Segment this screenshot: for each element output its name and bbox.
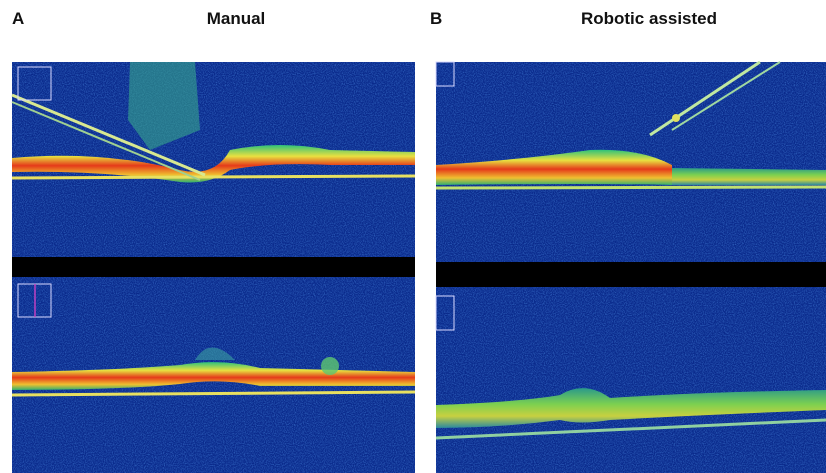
oct-scan bbox=[436, 62, 826, 262]
panel-title: Robotic assisted bbox=[581, 9, 717, 28]
separator bbox=[436, 262, 826, 287]
oct-scan bbox=[436, 287, 826, 473]
oct-scan bbox=[12, 62, 415, 257]
panel-title: Manual bbox=[207, 9, 266, 28]
separator bbox=[12, 257, 415, 277]
figure: A Manual B Robotic assisted bbox=[0, 0, 826, 473]
panel-letter: A bbox=[12, 9, 24, 28]
panel-letter: B bbox=[430, 9, 442, 28]
oct-scan bbox=[12, 277, 415, 473]
